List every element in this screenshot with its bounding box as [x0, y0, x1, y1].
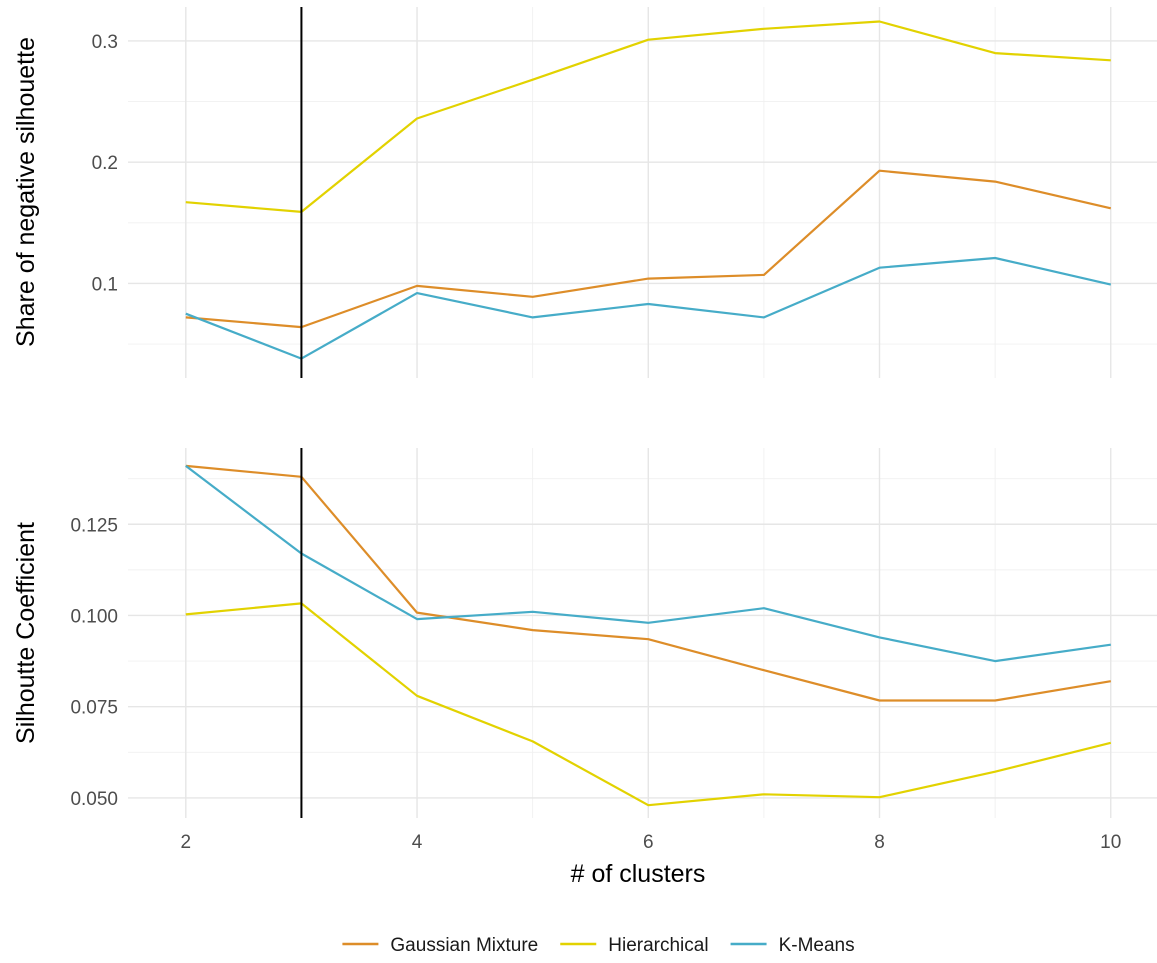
- x-tick-labels: 2 4 6 8 10: [181, 832, 1122, 853]
- x-tick-label: 8: [874, 832, 885, 853]
- y-axis-title-bottom: Silhoutte Coefficient: [12, 522, 40, 744]
- x-tick-label: 10: [1100, 832, 1121, 853]
- legend-label-gaussian-mixture: Gaussian Mixture: [390, 935, 538, 956]
- y-tick-label: 0.1: [92, 274, 118, 295]
- series-line-hierarchical: [185, 20, 1111, 213]
- y-axis-title-top: Share of negative silhouette: [12, 37, 40, 347]
- series-line-hierarchical: [185, 602, 1112, 807]
- series-line-k-means: [185, 465, 1111, 663]
- panel-negative-silhouette: 0.1 0.2 0.3: [92, 7, 1157, 378]
- series-line-gaussian-mixture: [185, 464, 1111, 702]
- y-tick-label: 0.3: [92, 32, 118, 53]
- y-tick-label: 0.075: [70, 698, 118, 719]
- series-line-gaussian-mixture: [185, 169, 1112, 329]
- legend-label-hierarchical: Hierarchical: [608, 935, 708, 956]
- y-tick-label: 0.125: [70, 515, 118, 536]
- panel-silhouette-coefficient: 0.050 0.075 0.100 0.125: [70, 448, 1157, 818]
- x-tick-label: 4: [412, 832, 423, 853]
- y-tick-label: 0.2: [92, 153, 118, 174]
- x-tick-label: 6: [643, 832, 654, 853]
- series-line-k-means: [185, 256, 1112, 360]
- x-tick-label: 2: [181, 832, 192, 853]
- y-tick-label: 0.050: [70, 789, 118, 810]
- y-tick-label: 0.100: [70, 606, 118, 627]
- x-axis-title: # of clusters: [571, 860, 706, 888]
- legend: Gaussian Mixture Hierarchical K-Means: [342, 935, 855, 956]
- legend-label-k-means: K-Means: [779, 935, 855, 956]
